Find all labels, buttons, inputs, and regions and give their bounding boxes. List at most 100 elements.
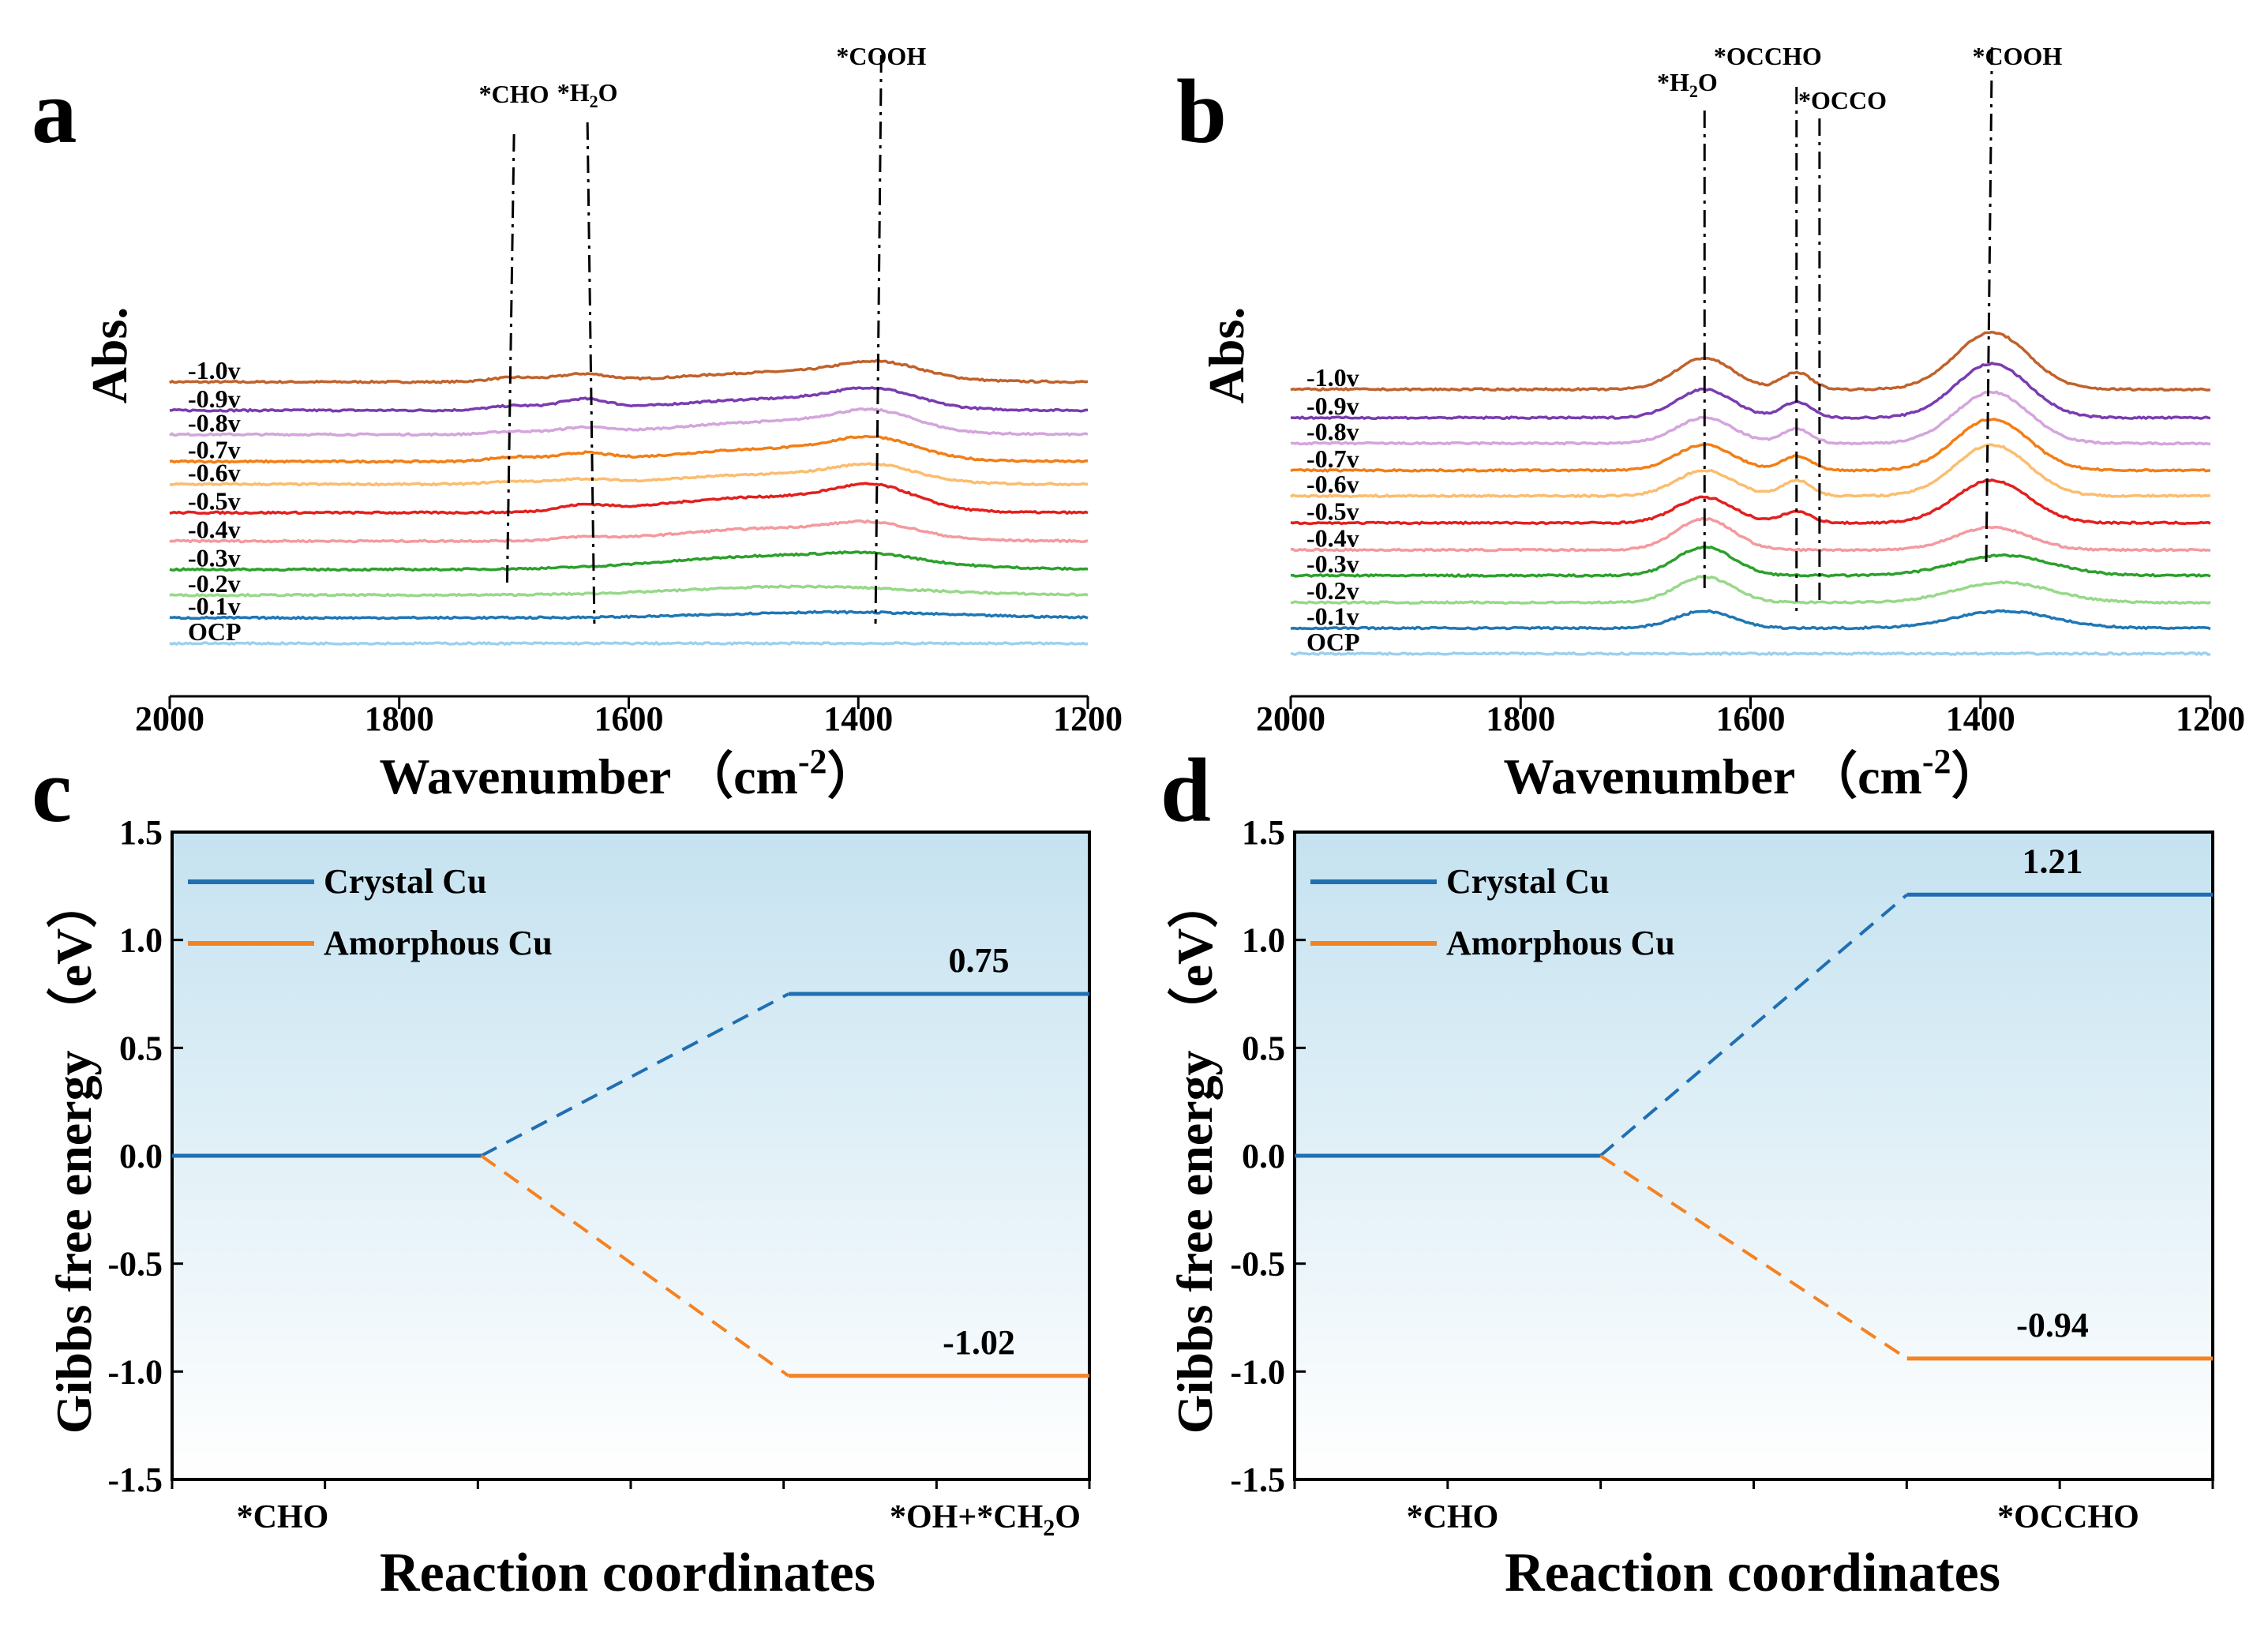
panel-b-curve-label: -0.7v (1306, 444, 1359, 473)
panel-d-value-label: -0.94 (2016, 1306, 2089, 1344)
panel-a-x-tick-label: 1400 (823, 699, 893, 738)
panel-b-curve-label: -1.0v (1306, 363, 1359, 392)
panel-letter-b: b (1176, 62, 1227, 162)
panel-c-x-title: Reaction coordinates (380, 1543, 875, 1603)
panel-b-curve-OCP (1290, 651, 2211, 657)
panel-b-curve--0_6v (1289, 443, 2211, 499)
panel-a-x-tick-label: 2000 (135, 699, 204, 738)
panel-a-peak-label: *CHO (479, 80, 549, 108)
panel-a-peak-label: *H2O (557, 78, 618, 111)
panel-d-y-title: Gibbs free energy （eV） (1167, 878, 1223, 1434)
panel-b-curve-label: -0.5v (1306, 497, 1359, 525)
panel-b-x-tick-label: 1200 (2176, 699, 2245, 738)
panel-a-curve-OCP (169, 640, 1089, 647)
panel-c-y-tick-label: 0.5 (119, 1029, 163, 1067)
panel-b-curve--0_1v (1290, 609, 2211, 631)
panel-b-curve-label: -0.6v (1306, 470, 1359, 498)
panel-c-y-tick-label: 0.0 (119, 1137, 163, 1175)
panel-b-curve-label: -0.4v (1306, 524, 1359, 553)
panel-b-x-tick-label: 1600 (1716, 699, 1786, 738)
panel-c-y-tick-label: -0.5 (107, 1245, 163, 1284)
panel-letter-c: c (32, 741, 72, 841)
panel-a-curve-label: -0.3v (188, 543, 241, 572)
panel-d-energy: 1.5 1.0 0.5 0.0 -0.5 -1.0 -1.5 1.21 -0.94 Crystal… (1167, 813, 2214, 1603)
panel-d-y-tick-label: -1.5 (1230, 1460, 1285, 1499)
panel-a-peak-marker (586, 122, 596, 624)
panel-c-y-tick-label: -1.0 (107, 1352, 163, 1391)
panel-a-x-tick-label: 1200 (1053, 699, 1123, 738)
panel-a-curve-label: -0.2v (188, 569, 241, 598)
panel-d-x-title: Reaction coordinates (1505, 1543, 2000, 1603)
panel-b-x-title: Wavenumber （cm-2） (1504, 742, 2002, 804)
panel-a-curve-label: -0.9v (188, 384, 241, 413)
panel-d-category-label: *CHO (1407, 1499, 1499, 1535)
panel-a-curve--0_5v (169, 482, 1089, 516)
panel-a-curve--0_3v (169, 550, 1089, 572)
panel-a-spectra: *CHO *H2O*COOH -1.0v-0.9v-0.8v-0.7v-0.6v-… (81, 42, 1123, 804)
panel-a-peak-label: *COOH (836, 42, 926, 70)
panel-b-curve--0_2v (1290, 574, 2211, 606)
panel-a-x-tick-label: 1600 (594, 699, 664, 738)
panel-letter-a: a (32, 62, 77, 162)
panel-d-y-tick-label: -0.5 (1230, 1245, 1285, 1284)
panel-b-spectra: *H2O*OCCHO *OCCO *COOH -1.0v-0.9v-0.8v-0.7… (1198, 42, 2245, 804)
panel-d-legend-label: Amorphous Cu (1446, 924, 1675, 962)
panel-d-y-tick-label: -1.0 (1230, 1352, 1285, 1391)
panel-a-curve--0_9v (169, 386, 1088, 413)
panel-b-x-tick-label: 1800 (1486, 699, 1555, 738)
panel-d-y-tick-label: 0.0 (1242, 1137, 1285, 1175)
panel-d-y-tick-label: 1.5 (1242, 813, 1285, 852)
panel-a-peak-marker (874, 54, 883, 624)
panel-c-value-label: -1.02 (943, 1323, 1015, 1362)
panel-c-y-tick-label: 1.5 (119, 813, 163, 852)
panel-c-energy: 1.5 1.0 0.5 0.0 -0.5 -1.0 -1.5 0.75 -1.02 Crystal… (46, 813, 1091, 1603)
panel-b-curve-label: OCP (1306, 628, 1360, 656)
panel-a-curve-label: -0.4v (188, 515, 241, 543)
panel-d-connector-crystal (1599, 893, 1909, 1157)
panel-a-curve-label: -1.0v (188, 356, 241, 384)
panel-a-curve-label: -0.6v (188, 458, 241, 486)
panel-b-curve-label: -0.8v (1306, 418, 1359, 446)
panel-c-connector-amorphous (480, 1154, 790, 1378)
panel-c-connector-crystal (480, 992, 789, 1157)
panel-a-curve-label: -0.8v (188, 408, 241, 437)
panel-b-curve--0_9v (1290, 361, 2211, 421)
panel-a-curve--0_4v (169, 519, 1089, 544)
panel-b-curve--0_3v (1290, 545, 2211, 578)
panel-b-x-tick-label: 1400 (1946, 699, 2015, 738)
panel-letter-d: d (1160, 741, 1211, 841)
panel-b-curve-label: -0.3v (1306, 549, 1359, 578)
panel-b-y-title: Abs. (1198, 307, 1254, 404)
panel-a-y-title: Abs. (81, 307, 137, 404)
panel-a-curve--0_6v (169, 462, 1089, 487)
panel-b-peak-label: *OCCO (1798, 86, 1887, 114)
panel-c-category-label: *OH+*CH2O (890, 1499, 1081, 1541)
panel-b-curve--0_4v (1290, 516, 2211, 553)
panel-c-legend-label: Crystal Cu (324, 862, 487, 901)
panel-d-connector-amorphous (1599, 1154, 1908, 1360)
panel-a-peak-marker (505, 133, 515, 585)
panel-d-value-label: 1.21 (2022, 842, 2083, 880)
panel-c-y-title: Gibbs free energy （eV） (46, 878, 102, 1434)
panel-a-x-title: Wavenumber （cm-2） (380, 742, 878, 804)
panel-a-curve--0_2v (169, 584, 1089, 598)
panel-b-peak-label: *OCCHO (1714, 42, 1822, 70)
panel-c-y-tick-label: -1.5 (107, 1460, 163, 1499)
panel-b-peak-label: *H2O (1657, 68, 1718, 101)
panel-c-category-label: *CHO (237, 1499, 329, 1535)
panel-a-curve--0_8v (169, 407, 1089, 437)
panel-b-curve--0_7v (1290, 418, 2211, 473)
panel-b-curve-label: -0.9v (1306, 392, 1359, 420)
panel-c-legend-label: Amorphous Cu (324, 924, 553, 962)
panel-b-x-tick-label: 2000 (1256, 699, 1325, 738)
panel-a-curve--0_1v (169, 609, 1089, 621)
panel-b-curve-label: -0.1v (1306, 602, 1359, 631)
panel-b-peak-marker (1985, 47, 1993, 565)
panel-a-curve--1_0v (169, 358, 1089, 384)
panel-d-y-tick-label: 1.0 (1242, 921, 1285, 960)
panel-d-legend-label: Crystal Cu (1446, 862, 1610, 901)
panel-b-curve--0_8v (1290, 390, 2211, 446)
panel-d-category-label: *OCCHO (1997, 1499, 2139, 1535)
panel-a-curve-label: -0.1v (188, 592, 241, 621)
